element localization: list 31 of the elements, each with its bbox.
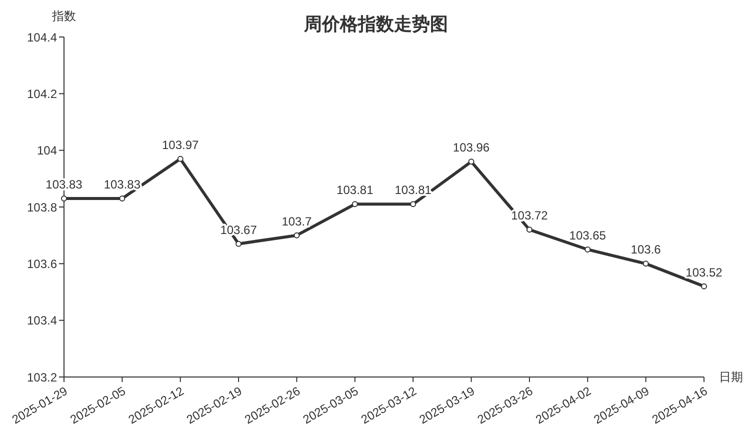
point (584, 246, 591, 252)
point (701, 283, 707, 290)
data-label: 103.96 (452, 140, 490, 155)
y-tick-label: 103.4 (26, 314, 58, 328)
point (352, 201, 358, 208)
data-label: 103.65 (569, 228, 606, 242)
point (294, 232, 300, 238)
y-tick-label: 104.2 (26, 86, 58, 101)
point (642, 260, 649, 267)
point (410, 201, 416, 208)
y-axis-title: 指数 (52, 8, 76, 25)
y-tick-label: 103.2 (26, 370, 58, 384)
y-tick-label: 104 (36, 144, 58, 158)
data-label: 103.7 (282, 214, 312, 228)
data-label: 103.81 (336, 183, 374, 198)
y-tick-label: 104.4 (26, 30, 58, 44)
y-tick-label: 103.6 (26, 256, 58, 271)
data-label: 103.97 (162, 138, 200, 152)
data-label: 103.81 (394, 183, 432, 198)
point (526, 226, 532, 233)
chart-title: 周价格指数走势图 (304, 14, 448, 34)
x-axis-title: 日期 (719, 369, 743, 386)
point (468, 158, 474, 165)
data-label: 103.6 (630, 242, 662, 257)
y-tick-label: 103.8 (26, 200, 58, 214)
point (119, 196, 126, 202)
point (177, 156, 184, 162)
point (61, 196, 67, 202)
data-label: 103.52 (686, 265, 723, 280)
data-label: 103.83 (104, 178, 141, 192)
point (236, 240, 242, 247)
